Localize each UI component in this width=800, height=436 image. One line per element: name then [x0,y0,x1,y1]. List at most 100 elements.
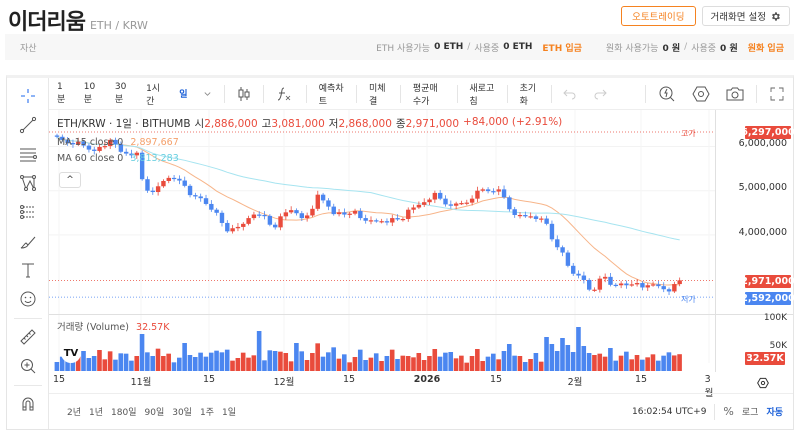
forecast-chart-button[interactable]: 예측차트 [318,83,344,107]
price-chart[interactable]: ETH/KRW · 1일 · BITHUMB 시2,886,000 고3,081… [49,110,715,363]
chart-settings-button[interactable] [684,85,718,103]
zoom-in-tool[interactable] [15,355,41,377]
undo-button[interactable] [555,88,585,100]
volume-legend: 거래량 (Volume) 32.57K [57,322,170,333]
time-label: 2026 [413,374,441,385]
interval-1h[interactable]: 1시간 [146,83,161,107]
undo-icon [563,89,576,99]
fib-retracement-icon [19,205,35,219]
redo-button[interactable] [585,88,615,100]
volume-tick: 100K [763,313,787,323]
time-label: 15 [52,374,66,385]
volume-bars [54,327,682,371]
range-30d[interactable]: 30일 [172,408,192,418]
fullscreen-button[interactable] [761,86,793,102]
chart-legend: ETH/KRW · 1일 · BITHUMB 시2,886,000 고3,081… [57,116,562,131]
high-price-label: 고가 [681,129,696,138]
krw-in-use-label: 사용중 [691,43,717,54]
brush-tool[interactable] [15,230,41,252]
range-bar: 2년 1년 180일 90일 30일 1주 1일 16:02:54 UTC+9 … [49,393,793,429]
eth-available-label: ETH 사용가능 [376,43,431,54]
volume-tag: 32.57K [745,352,785,365]
range-1d[interactable]: 1일 [221,408,236,418]
interval-30m[interactable]: 30분 [114,82,127,105]
ruler-icon [19,329,36,345]
chart-type-button[interactable] [229,86,259,102]
volume-value: 32.57K [136,322,170,333]
toolbar-divider [306,84,307,103]
asset-bar: 자산 ETH 사용가능 0 ETH / 사용중 0 ETH ETH 입금 원화 … [5,34,794,60]
axis-settings-button[interactable] [757,374,769,393]
volume-axis: 100K 50K 32.57K [715,313,793,372]
tradingview-logo[interactable]: TV [61,343,81,363]
interval-10m[interactable]: 10분 [83,82,96,105]
magnet-tool[interactable] [15,393,41,415]
hexagon-settings-icon [757,377,769,389]
time-label: 15 [489,374,503,385]
camera-icon [726,87,744,100]
log-scale-toggle[interactable]: 로그 [741,408,759,418]
range-90d[interactable]: 90일 [144,408,165,418]
range-1w[interactable]: 1주 [199,408,214,418]
screen-settings-button[interactable]: 거래화면 설정 [701,6,790,26]
pattern-tool[interactable] [15,172,41,194]
function-icon [277,87,291,100]
clock: 16:02:54 UTC+9 [632,406,707,417]
ma15-value: 2,897,667 [130,137,179,148]
redo-icon [595,89,608,99]
auto-trading-button[interactable]: 오토트레이딩 [621,6,696,26]
fib-tool[interactable] [15,201,41,223]
volume-tick: 50K [769,341,787,351]
ma60-legend[interactable]: MA 60 close 0 3,813,283 [57,153,179,164]
percent-scale-toggle[interactable]: % [723,405,734,418]
ohlc-open: 시2,886,000 [194,118,258,130]
horizontal-lines-tool[interactable] [15,143,41,165]
tool-divider [13,385,42,386]
crosshair-tool[interactable] [15,85,41,107]
reset-button[interactable]: 초기화 [519,83,537,107]
indicators-button[interactable] [268,86,302,102]
time-axis[interactable]: 15 11월 15 12월 15 2026 15 2월 15 3월 [49,372,715,399]
open-orders-button[interactable]: 미체결 [368,83,386,107]
range-180d[interactable]: 180일 [111,408,137,418]
last-price-tag: 2,971,000 [741,275,795,288]
drawing-toolbar [7,78,49,429]
horizontal-lines-icon [19,148,37,162]
auto-scale-toggle[interactable]: 자동 [766,408,783,418]
eth-deposit-link[interactable]: ETH 입금 [542,43,582,54]
ma15-legend[interactable]: MA 15 close 0 2,897,667 [57,137,179,148]
screenshot-button[interactable] [718,86,752,102]
candlestick-icon [238,86,250,101]
pattern-icon [19,175,36,191]
trend-line-tool[interactable] [15,114,41,136]
interval-dropdown[interactable] [195,89,220,98]
quick-search-button[interactable] [650,85,684,103]
tool-divider [13,318,42,319]
price-axis[interactable]: 6,297,000 6,000,000 5,000,000 4,000,000 … [715,110,795,363]
time-label: 11월 [130,377,152,388]
emoji-tool[interactable] [15,288,41,310]
crosshair-icon [20,89,35,103]
measure-tool[interactable] [15,326,41,348]
text-tool[interactable] [15,259,41,281]
krw-deposit-link[interactable]: 원화 입금 [747,43,784,54]
legend-collapse-button[interactable]: ^ [59,172,81,188]
range-1y[interactable]: 1년 [89,408,104,418]
krw-available-value: 0 원 [662,43,681,54]
gear-icon [772,11,780,21]
toolbar-divider [550,84,552,103]
screen-settings-label: 거래화면 설정 [710,12,766,23]
time-label: 12월 [273,377,295,388]
volume-pane[interactable]: 거래량 (Volume) 32.57K TV [49,314,715,372]
avg-buy-price-button[interactable]: 평균매수가 [412,83,438,107]
interval-1m[interactable]: 1분 [57,82,66,105]
krw-in-use-value: 0 원 [720,43,738,54]
range-2y[interactable]: 2년 [67,408,82,418]
refresh-button[interactable]: 새로고침 [469,83,495,107]
price-tick: 4,000,000 [738,227,787,238]
time-label: 15 [342,374,356,385]
trend-line-icon [19,116,36,134]
zoom-in-icon [20,359,35,374]
chart-toolbar: 1분 10분 30분 1시간 일 예측차트 미체결 평균매수가 새로고침 초기화 [49,78,793,110]
interval-1d[interactable]: 일 [179,90,188,100]
